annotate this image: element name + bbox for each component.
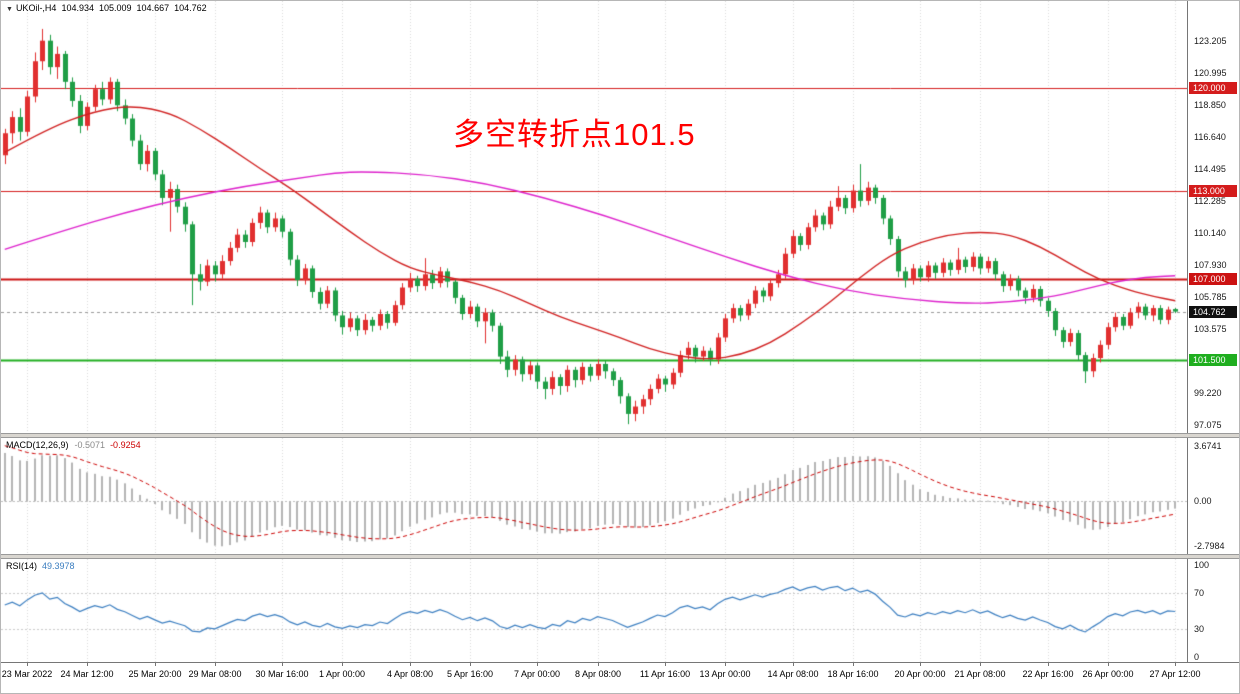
macd-label: MACD(12,26,9) <box>6 440 69 450</box>
time-tick-label: 8 Apr 08:00 <box>574 669 622 679</box>
time-tick-mark <box>282 663 283 666</box>
time-tick-mark <box>27 663 28 666</box>
price-tick-label: 103.575 <box>1194 324 1227 335</box>
level-price-badge: 120.000 <box>1189 81 1237 94</box>
time-tick-mark <box>155 663 156 666</box>
rsi-axis-label: 100 <box>1194 560 1210 570</box>
rsi-panel: RSI(14) 49.3978 <box>1 559 1187 662</box>
macd-panel: MACD(12,26,9) -0.5071 -0.9254 <box>1 438 1187 554</box>
time-tick-label: 22 Apr 16:00 <box>1022 669 1074 679</box>
time-tick-mark <box>725 663 726 666</box>
macd-axis-label: 0.00 <box>1194 496 1212 507</box>
price-tick-label: 97.075 <box>1194 419 1222 430</box>
ohlc-open: 104.934 <box>61 3 94 13</box>
price-tick-label: 123.205 <box>1194 35 1227 46</box>
macd-canvas[interactable] <box>1 438 1187 554</box>
time-tick-mark <box>410 663 411 666</box>
time-tick-label: 23 Mar 2022 <box>1 669 53 679</box>
time-tick-mark <box>1048 663 1049 666</box>
macd-value: -0.5071 <box>74 440 106 450</box>
time-tick-label: 24 Mar 12:00 <box>60 669 114 679</box>
time-tick-mark <box>87 663 88 666</box>
chart-header: ▼ UKOil-,H4 104.934 105.009 104.667 104.762 <box>6 3 207 13</box>
panel-splitter[interactable] <box>1 554 1239 559</box>
time-tick-label: 14 Apr 08:00 <box>767 669 819 679</box>
time-tick-mark <box>980 663 981 666</box>
rsi-canvas[interactable] <box>1 559 1187 662</box>
price-chart-canvas[interactable] <box>1 1 1187 433</box>
time-tick-mark <box>665 663 666 666</box>
level-price-badge: 101.500 <box>1189 353 1237 366</box>
time-tick-label: 30 Mar 16:00 <box>255 669 309 679</box>
time-tick-label: 1 Apr 00:00 <box>318 669 366 679</box>
ohlc-high: 105.009 <box>99 3 132 13</box>
time-tick-label: 27 Apr 12:00 <box>1149 669 1201 679</box>
time-tick-mark <box>1108 663 1109 666</box>
time-tick-label: 13 Apr 00:00 <box>699 669 751 679</box>
time-tick-label: 5 Apr 16:00 <box>446 669 494 679</box>
price-tick-label: 114.495 <box>1194 163 1226 174</box>
price-tick-label: 110.140 <box>1194 227 1226 238</box>
time-tick-label: 18 Apr 16:00 <box>827 669 879 679</box>
time-tick-mark <box>1175 663 1176 666</box>
price-axis[interactable]: 123.205 120.995 118.850 116.640 114.495 112.2… <box>1187 1 1239 662</box>
price-tick-label: 118.850 <box>1194 99 1226 110</box>
time-tick-mark <box>537 663 538 666</box>
macd-axis-label: -2.7984 <box>1194 541 1225 552</box>
main-chart-panel: ▼ UKOil-,H4 104.934 105.009 104.667 104.762 多… <box>1 1 1187 433</box>
time-tick-label: 4 Apr 08:00 <box>386 669 434 679</box>
rsi-value: 49.3978 <box>42 561 75 571</box>
time-tick-mark <box>598 663 599 666</box>
time-tick-mark <box>342 663 343 666</box>
price-tick-label: 120.995 <box>1194 68 1227 79</box>
time-tick-label: 20 Apr 00:00 <box>894 669 946 679</box>
level-price-badge: 107.000 <box>1189 272 1237 285</box>
price-tick-label: 107.930 <box>1194 260 1227 271</box>
ohlc-low: 104.667 <box>136 3 170 13</box>
panel-splitter[interactable] <box>1 433 1239 438</box>
ohlc-close: 104.762 <box>174 3 207 13</box>
time-tick-mark <box>215 663 216 666</box>
rsi-axis-label: 70 <box>1194 587 1205 598</box>
time-tick-label: 26 Apr 00:00 <box>1082 669 1134 679</box>
time-tick-mark <box>793 663 794 666</box>
macd-axis-label: 3.6741 <box>1194 440 1222 451</box>
rsi-label: RSI(14) <box>6 561 38 571</box>
chart-text-annotation[interactable]: 多空转折点101.5 <box>453 117 696 152</box>
price-tick-label: 99.220 <box>1194 388 1222 399</box>
time-tick-label: 21 Apr 08:00 <box>954 669 1006 679</box>
time-tick-label: 29 Mar 08:00 <box>188 669 242 679</box>
time-tick-label: 25 Mar 20:00 <box>128 669 182 679</box>
time-tick-label: 11 Apr 16:00 <box>639 669 691 679</box>
time-tick-mark <box>853 663 854 666</box>
chart-dropdown-icon[interactable]: ▼ <box>6 6 13 13</box>
current-price-badge: 104.762 <box>1189 305 1237 318</box>
price-tick-label: 112.285 <box>1194 196 1226 207</box>
price-tick-label: 105.785 <box>1194 291 1227 302</box>
time-tick-mark <box>920 663 921 666</box>
rsi-axis-label: 30 <box>1194 624 1205 635</box>
rsi-header: RSI(14) 49.3978 <box>6 561 75 571</box>
price-tick-label: 116.640 <box>1194 132 1226 143</box>
macd-signal-value: -0.9254 <box>110 440 141 450</box>
symbol-period-label: UKOil-,H4 <box>15 3 57 13</box>
time-tick-mark <box>470 663 471 666</box>
macd-header: MACD(12,26,9) -0.5071 -0.9254 <box>6 440 141 450</box>
rsi-axis-label: 0 <box>1194 652 1200 662</box>
time-tick-label: 7 Apr 00:00 <box>513 669 561 679</box>
level-price-badge: 113.000 <box>1189 184 1237 197</box>
time-axis[interactable]: 23 Mar 2022 24 Mar 12:00 25 Mar 20:00 29 Ma… <box>1 662 1239 693</box>
